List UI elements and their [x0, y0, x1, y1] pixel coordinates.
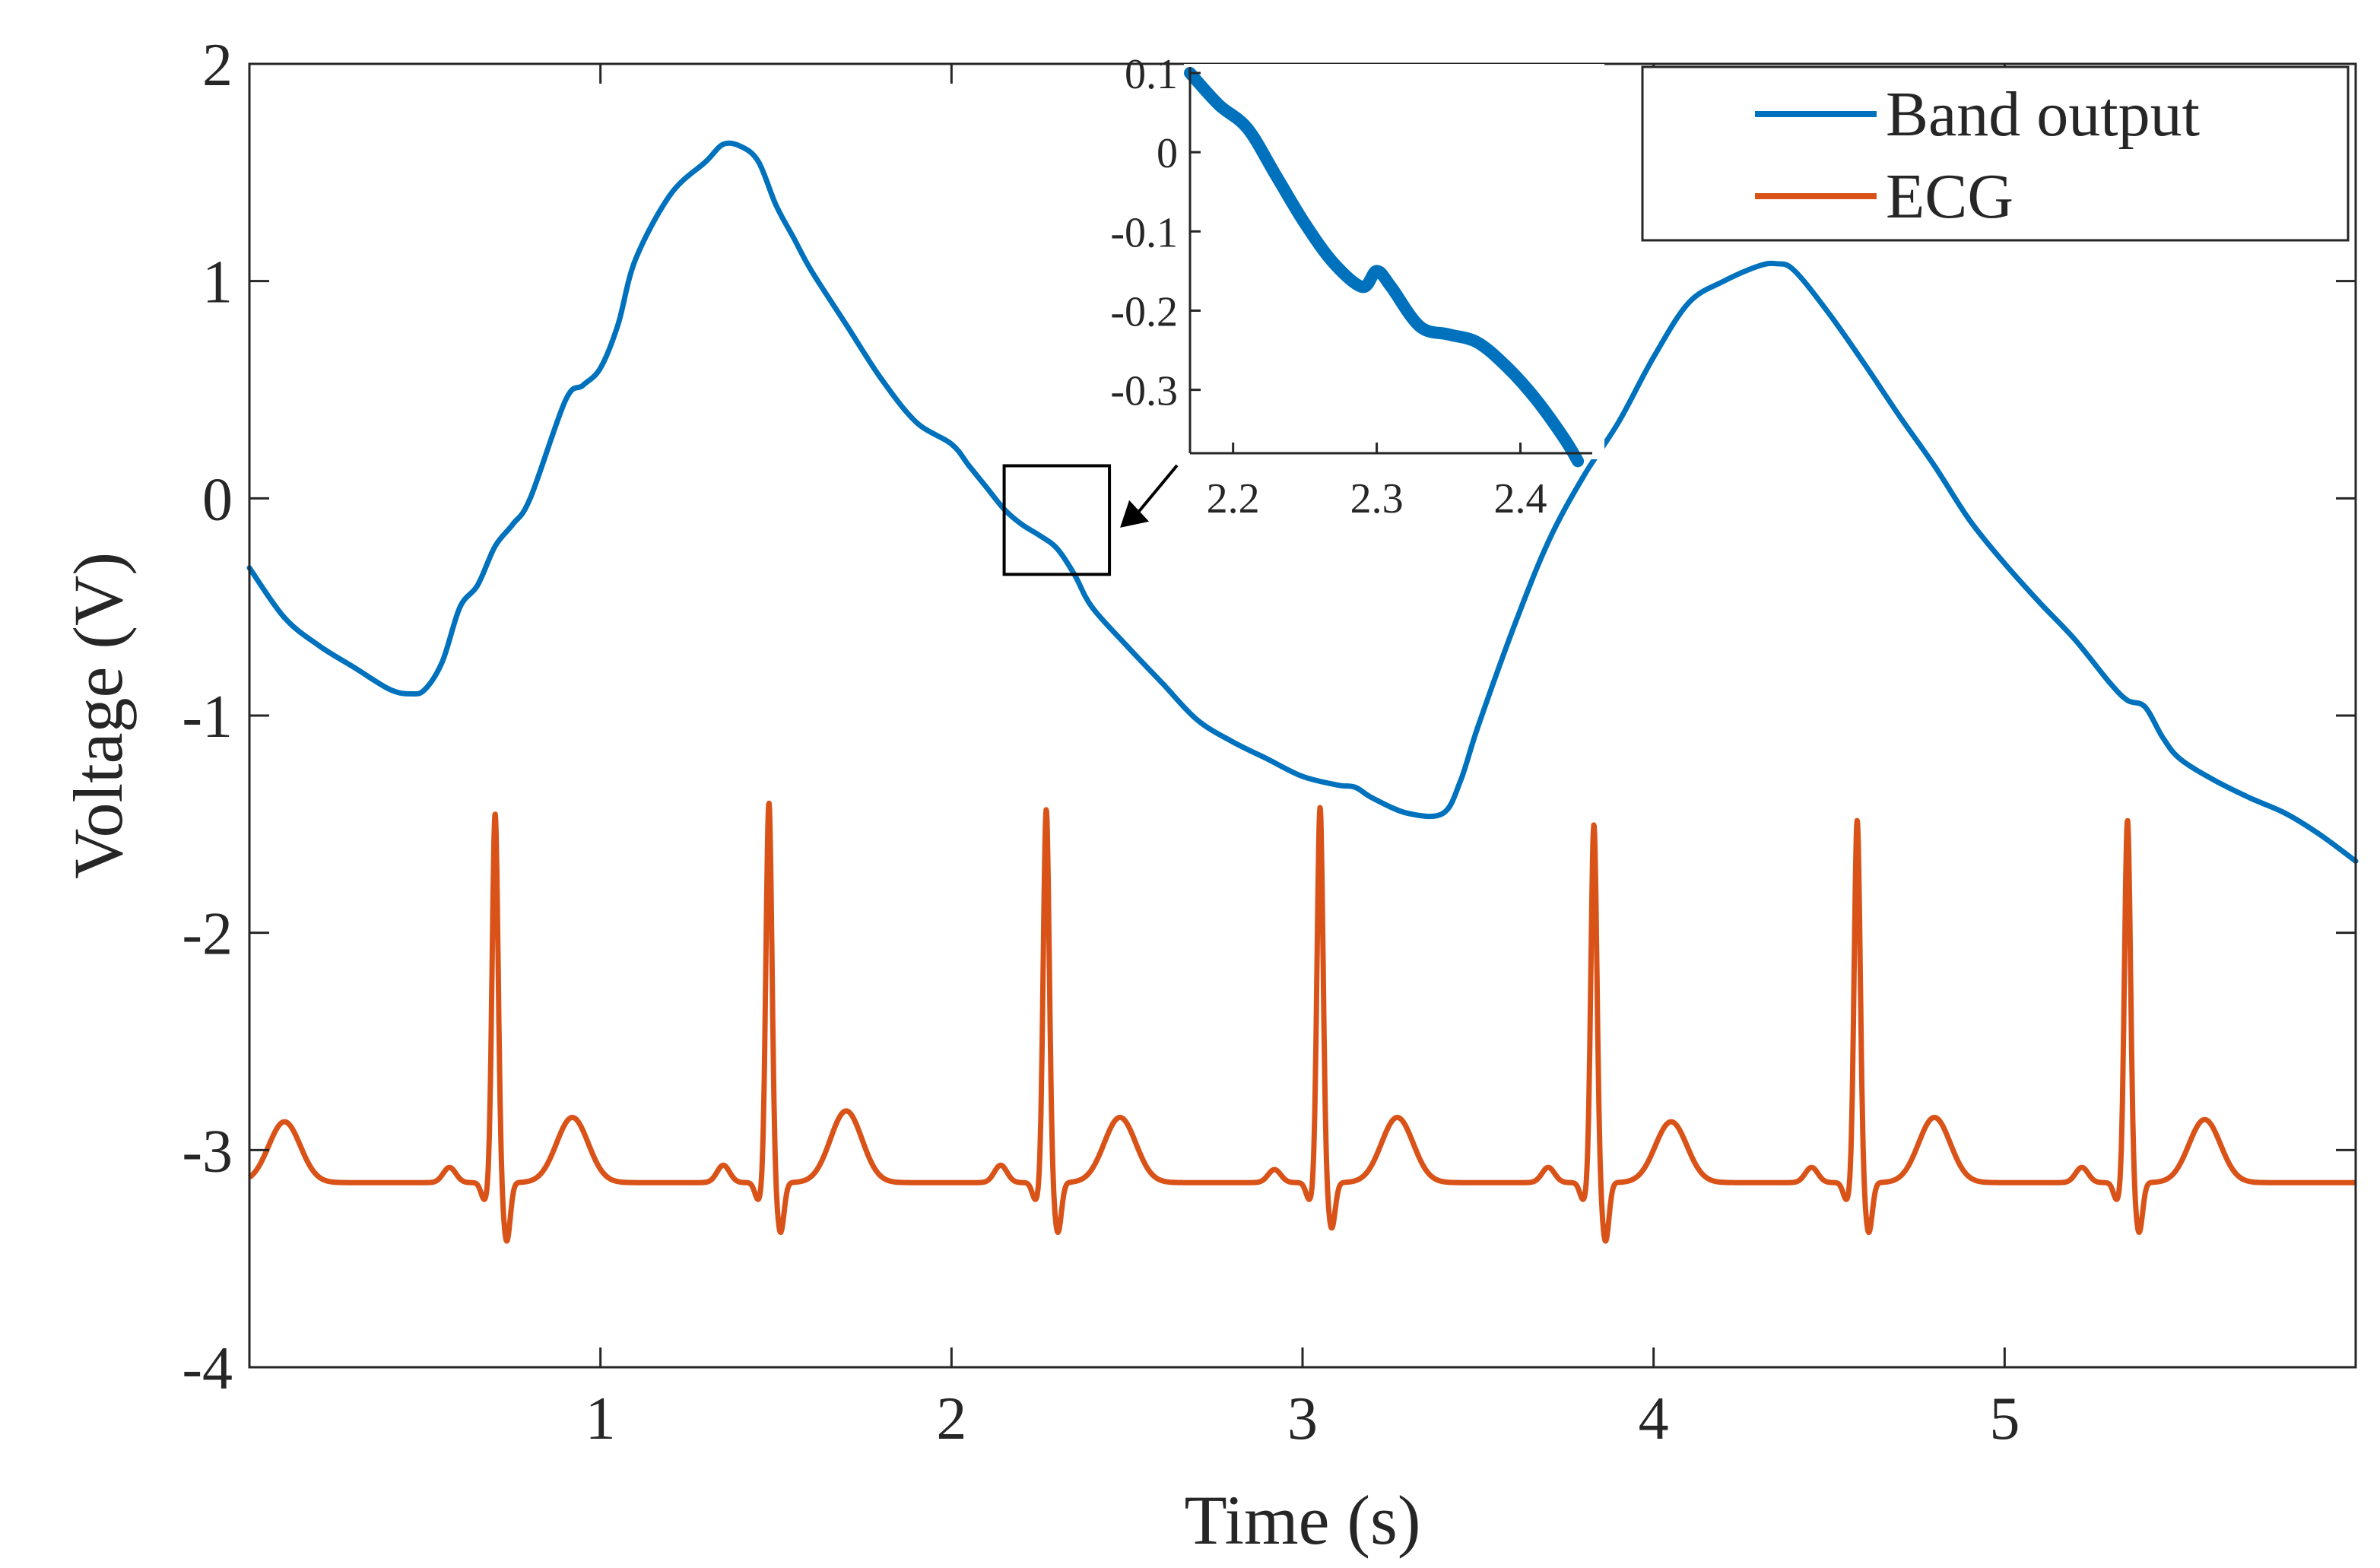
zoom-arrow-head [1120, 500, 1150, 528]
x-tick-label: 5 [1989, 1385, 2020, 1452]
zoom-highlight-box [1002, 464, 1112, 576]
legend-label-band-output: Band output [1886, 79, 2200, 150]
x-tick-label: 3 [1287, 1385, 1318, 1452]
x-tick-label: 2 [936, 1385, 966, 1452]
inset-layer: 0.1 0 -0.1 -0.2 -0.3 2.2 2.3 2.4 [1002, 51, 1604, 576]
series-layer [246, 140, 2359, 1244]
y-tick-label: 2 [202, 32, 233, 99]
inset-x-tick-label: 2.2 [1207, 475, 1260, 522]
series-ecg-line [247, 800, 2358, 1244]
zoom-arrow-shaft [1135, 464, 1179, 516]
legend-label-ecg: ECG [1886, 161, 2013, 232]
legend-layer: Band output ECG [1641, 65, 2350, 242]
inset-band-output-line [1184, 67, 1585, 468]
y-tick-label: 0 [202, 466, 233, 533]
y-tick-label: -1 [182, 684, 233, 751]
y-axis-label: Voltage (V) [59, 552, 137, 879]
y-tick-label: -2 [182, 901, 233, 968]
x-tick-label: 4 [1639, 1385, 1669, 1452]
legend-box [1641, 65, 2350, 242]
inset-x-tick-label: 2.4 [1494, 475, 1547, 522]
inset-y-tick-label: -0.2 [1110, 289, 1178, 336]
y-tick-label: -4 [182, 1335, 233, 1402]
y-tick-label: 1 [202, 249, 233, 316]
labels-layer: Time (s) Voltage (V) [59, 552, 1421, 1559]
series-band-output-line [246, 140, 2359, 864]
x-axis-label: Time (s) [1185, 1481, 1421, 1559]
inset-y-tick-label: -0.1 [1110, 209, 1178, 256]
inset-y-tick-label: 0 [1157, 130, 1178, 177]
inset-x-tick-label: 2.3 [1350, 475, 1404, 522]
inset-y-tick-label: 0.1 [1125, 51, 1178, 98]
x-tick-label: 1 [585, 1385, 616, 1452]
axes-layer: 2 1 0 -1 -2 -3 -4 1 2 3 4 5 [182, 32, 2357, 1452]
y-tick-label: -3 [182, 1118, 233, 1185]
inset-y-tick-label: -0.3 [1110, 368, 1178, 415]
